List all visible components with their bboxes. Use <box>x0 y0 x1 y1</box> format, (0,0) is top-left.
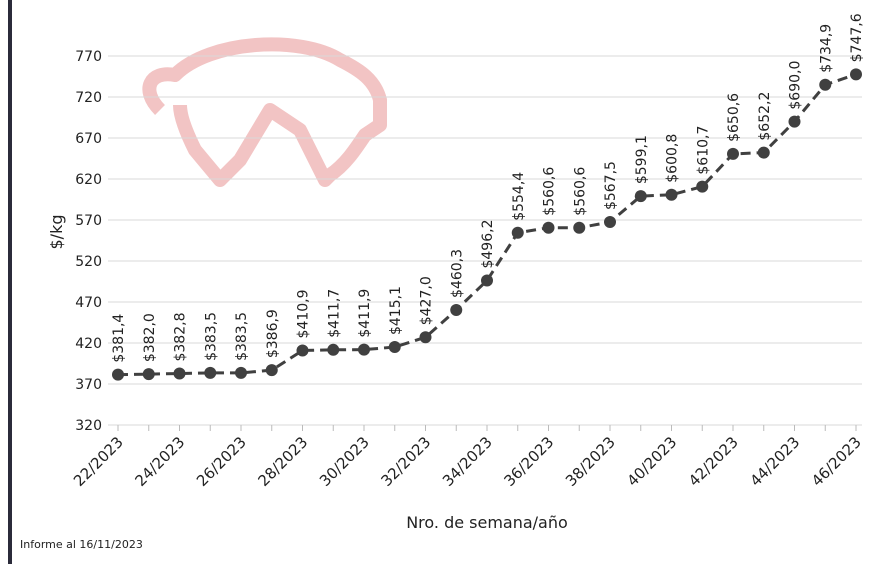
point <box>543 222 555 234</box>
data-label: $600,8 <box>665 134 681 183</box>
x-tick-label: 40/2023 <box>624 433 681 490</box>
point <box>327 344 339 356</box>
point <box>420 331 432 343</box>
point <box>789 116 801 128</box>
data-label: $554,4 <box>511 172 527 221</box>
point <box>204 367 216 379</box>
data-label: $567,5 <box>603 161 619 210</box>
x-tick-label: 32/2023 <box>378 433 435 490</box>
data-label: $386,9 <box>265 309 281 358</box>
point <box>512 227 524 239</box>
point <box>450 304 462 316</box>
x-tick-label: 22/2023 <box>70 433 127 490</box>
x-tick-label: 42/2023 <box>685 433 742 490</box>
x-axis-title: Nro. de semana/año <box>406 513 568 532</box>
data-label: $383,5 <box>203 312 219 361</box>
data-label: $460,3 <box>449 249 465 298</box>
x-tick-label: 36/2023 <box>501 433 558 490</box>
y-tick-label: 470 <box>75 295 102 311</box>
y-axis-title: $/kg <box>47 215 66 250</box>
point <box>635 190 647 202</box>
chart: Informe al 16/11/2023 $/kg Nro. de seman… <box>0 0 879 564</box>
point <box>758 147 770 159</box>
data-label: $650,6 <box>726 93 742 142</box>
data-label: $560,6 <box>572 167 588 216</box>
pig-logo <box>149 44 380 180</box>
data-label: $652,2 <box>757 92 773 141</box>
x-tick-label: 44/2023 <box>747 433 804 490</box>
data-label: $599,1 <box>634 135 650 184</box>
data-label: $411,9 <box>357 289 373 338</box>
y-tick-label: 670 <box>75 131 102 147</box>
point <box>666 189 678 201</box>
point <box>481 275 493 287</box>
point <box>297 344 309 356</box>
point <box>696 181 708 193</box>
point <box>174 368 186 380</box>
point <box>112 369 124 381</box>
y-tick-label: 570 <box>75 213 102 229</box>
data-label: $427,0 <box>419 276 435 325</box>
data-label: $410,9 <box>296 289 312 338</box>
y-tick-label: 720 <box>75 90 102 106</box>
x-tick-label: 34/2023 <box>439 433 496 490</box>
data-label: $734,9 <box>818 24 834 73</box>
point <box>358 344 370 356</box>
x-tick-label: 30/2023 <box>316 433 373 490</box>
data-label: $415,1 <box>388 286 404 335</box>
point <box>573 222 585 234</box>
data-label: $496,2 <box>480 220 496 269</box>
y-tick-label: 620 <box>75 172 102 188</box>
point <box>235 367 247 379</box>
x-tick-label: 38/2023 <box>562 433 619 490</box>
data-label: $690,0 <box>788 61 804 110</box>
x-tick-label: 28/2023 <box>255 433 312 490</box>
y-tick-label: 320 <box>75 418 102 434</box>
side-bar <box>8 0 12 564</box>
y-tick-label: 520 <box>75 254 102 270</box>
data-label: $382,0 <box>142 313 158 362</box>
data-label: $381,4 <box>111 314 127 363</box>
x-tick-label: 46/2023 <box>808 433 865 490</box>
y-tick-label: 370 <box>75 377 102 393</box>
point <box>604 216 616 228</box>
y-tick-label: 770 <box>75 49 102 65</box>
point <box>727 148 739 160</box>
point <box>819 79 831 91</box>
point <box>266 364 278 376</box>
point <box>850 68 862 80</box>
point <box>389 341 401 353</box>
x-tick-label: 26/2023 <box>193 433 250 490</box>
data-label: $747,6 <box>849 13 865 62</box>
x-tick-label: 24/2023 <box>132 433 189 490</box>
data-label: $411,7 <box>326 289 342 338</box>
y-tick-label: 420 <box>75 336 102 352</box>
data-label: $383,5 <box>234 312 250 361</box>
note: Informe al 16/11/2023 <box>20 538 143 551</box>
point <box>143 368 155 380</box>
data-label: $560,6 <box>542 167 558 216</box>
data-label: $382,8 <box>173 313 189 362</box>
data-label: $610,7 <box>695 126 711 175</box>
